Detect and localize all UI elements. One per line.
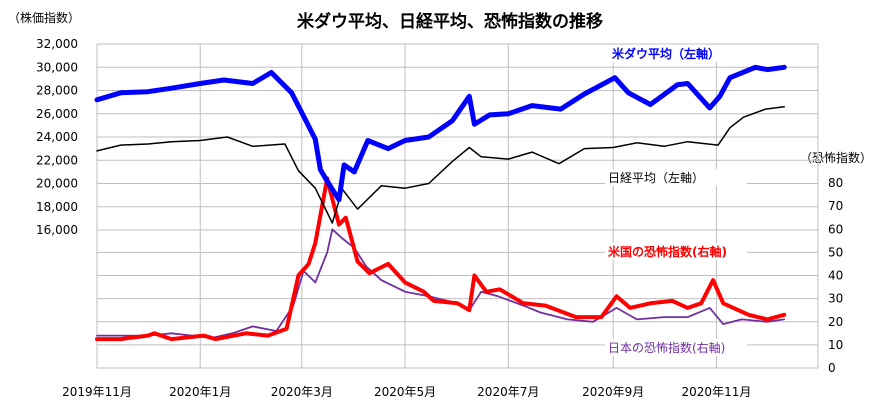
x-tick-label: 2020年5月 [374,385,436,399]
x-tick-label: 2020年11月 [682,385,752,399]
right-tick-label: 60 [828,222,843,236]
x-axis-ticks: 2019年11月 2020年1月 2020年3月 2020年5月 2020年7月 2020… [62,385,751,399]
right-axis-ticks: 80 70 60 50 40 30 20 10 0 [828,176,843,375]
left-tick-label: 20,000 [36,177,78,191]
right-tick-label: 10 [828,338,843,352]
japan-vix-label-bg [605,339,747,356]
right-tick-label: 0 [828,361,836,375]
series-labels: 米ダウ平均（左軸） 日経平均（左軸） 米国の恐怖指数(右軸) 日本の恐怖指数(右軸) [605,45,751,356]
left-tick-label: 18,000 [36,200,78,214]
japan-vix-label: 日本の恐怖指数(右軸) [608,340,725,355]
right-tick-label: 30 [828,292,843,306]
x-tick-label: 2019年11月 [62,385,132,399]
dow-label-bg [609,45,751,62]
dow-label: 米ダウ平均（左軸） [612,46,720,61]
left-tick-label: 28,000 [36,84,78,98]
chart-title: 米ダウ平均、日経平均、恐怖指数の推移 [297,11,603,32]
nikkei-line [96,106,785,224]
nikkei-label: 日経平均（左軸） [608,170,704,185]
left-tick-label: 16,000 [36,223,78,237]
x-tick-label: 2020年1月 [169,385,231,399]
left-axis-unit: （株価指数） [8,10,80,25]
right-axis-unit: （恐怖指数） [800,150,872,165]
us-vix-label: 米国の恐怖指数(右軸) [608,244,727,259]
right-tick-label: 20 [828,315,843,329]
us-vix-line [95,176,787,342]
right-tick-label: 50 [828,245,843,259]
japan-vix-line [96,228,786,339]
right-tick-label: 40 [828,269,843,283]
x-tick-label: 2020年9月 [582,385,644,399]
right-tick-label: 70 [828,199,843,213]
x-tick-label: 2020年7月 [477,385,539,399]
right-tick-label: 80 [828,176,843,190]
left-tick-label: 26,000 [36,107,78,121]
left-tick-label: 30,000 [36,60,78,74]
nikkei-label-bg [605,169,747,186]
left-tick-label: 24,000 [36,130,78,144]
grid-lines [96,43,819,369]
left-tick-label: 22,000 [36,153,78,167]
left-tick-label: 32,000 [36,37,78,51]
series-lines [94,64,787,342]
dow-line [94,64,787,203]
x-tick-label: 2020年3月 [271,385,333,399]
left-axis-ticks: 32,000 30,000 28,000 26,000 24,000 22,000 20,0… [36,37,78,237]
us-vix-label-bg [605,243,747,260]
